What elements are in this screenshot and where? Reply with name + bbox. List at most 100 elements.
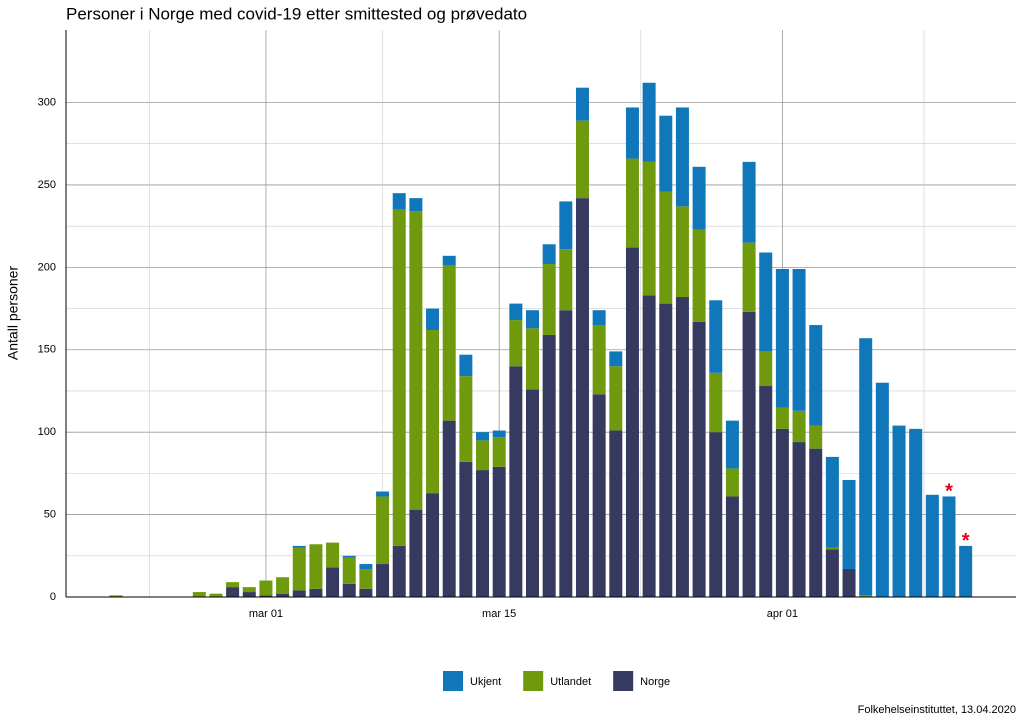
bar-segment xyxy=(559,310,573,597)
grid xyxy=(66,30,1016,598)
bar-segment xyxy=(459,376,473,462)
bar-segment xyxy=(575,87,589,121)
bar-segment xyxy=(359,588,373,597)
bar-segment xyxy=(259,595,273,597)
y-tick-label: 150 xyxy=(38,344,56,356)
bar-segment xyxy=(376,564,390,597)
bar-segment xyxy=(642,161,656,296)
bar-segment xyxy=(842,479,856,569)
bar-segment xyxy=(792,442,806,597)
bar-segment xyxy=(592,394,606,597)
bar-segment xyxy=(875,382,889,597)
bar-segment xyxy=(526,328,539,390)
bar-segment xyxy=(409,211,423,510)
bar-segment xyxy=(675,107,689,207)
x-tick-label: mar 01 xyxy=(249,608,283,620)
bar-segment xyxy=(542,334,556,597)
bar-segment xyxy=(809,448,823,597)
bar-segment xyxy=(442,265,456,421)
bar-segment xyxy=(409,198,423,212)
y-tick-label: 300 xyxy=(38,96,56,108)
legend-label: Norge xyxy=(640,676,670,688)
bar-segment xyxy=(859,338,873,596)
annotation: * xyxy=(962,530,970,552)
bar-segment xyxy=(326,567,340,597)
bar-segment xyxy=(609,430,623,597)
bar-segment xyxy=(376,491,390,497)
bar-segment xyxy=(559,201,573,250)
bar-segment xyxy=(209,593,223,597)
bar-segment xyxy=(309,588,323,597)
x-tick-label: apr 01 xyxy=(767,608,798,620)
bar-segment xyxy=(426,308,440,330)
bar-segment xyxy=(575,198,589,598)
y-tick-label: 200 xyxy=(38,261,56,273)
bar-segment xyxy=(575,120,589,199)
bar-segment xyxy=(542,244,556,265)
bar-segment xyxy=(792,268,806,411)
annotation: * xyxy=(945,481,953,503)
bar-segment xyxy=(476,432,490,441)
bar-segment xyxy=(725,496,739,597)
bar-segment xyxy=(609,351,623,367)
bar-segment xyxy=(326,542,340,568)
bar-segment xyxy=(759,386,773,597)
bar-segment xyxy=(476,440,490,471)
bar-segment xyxy=(742,161,756,243)
bar-segment xyxy=(592,310,606,326)
bar-segment xyxy=(292,590,306,597)
bar-segment xyxy=(592,325,606,395)
chart-title: Personer i Norge med covid-19 etter smit… xyxy=(66,4,527,23)
bar-segment xyxy=(276,593,290,597)
legend-label: Utlandet xyxy=(550,676,591,688)
bar-segment xyxy=(492,437,506,467)
bar-segment xyxy=(226,582,240,588)
bar-segment xyxy=(709,372,723,433)
y-axis-label: Antall personer xyxy=(5,266,21,361)
y-tick-label: 0 xyxy=(50,591,56,603)
labels: 0 50 100 150 200 250 300 mar 01 mar 15 apr 01 * * Uk… xyxy=(38,96,970,691)
bar-segment xyxy=(742,242,756,312)
bar-segment xyxy=(775,428,789,597)
bar-segment xyxy=(342,583,356,597)
bar-segment xyxy=(559,249,573,311)
bars xyxy=(109,82,973,598)
bar-segment xyxy=(909,428,923,597)
bar-segment xyxy=(709,300,723,373)
bar-segment xyxy=(925,494,939,597)
bar-segment xyxy=(625,247,639,597)
bar-segment xyxy=(675,206,689,298)
bar-segment xyxy=(426,329,440,494)
bar-segment xyxy=(692,166,706,230)
bar-segment xyxy=(809,425,823,449)
bar-segment xyxy=(292,547,306,591)
bar-segment xyxy=(409,509,423,597)
bar-segment xyxy=(109,595,123,597)
bar-segment xyxy=(825,549,839,597)
bar-segment xyxy=(825,456,839,548)
bar-segment xyxy=(809,325,823,426)
bar-segment xyxy=(392,545,406,597)
bar-segment xyxy=(259,580,273,596)
bar-segment xyxy=(692,321,706,597)
bar-segment xyxy=(276,577,290,594)
bar-segment xyxy=(476,470,490,597)
bar-segment xyxy=(309,544,323,589)
bar-segment xyxy=(842,568,856,597)
bar-segment xyxy=(675,297,689,597)
legend-swatch xyxy=(613,671,634,691)
bar-segment xyxy=(659,115,673,192)
bar-segment xyxy=(426,493,440,597)
bar-segment xyxy=(509,303,523,321)
bar-segment xyxy=(692,229,706,322)
y-tick-label: 100 xyxy=(38,426,56,438)
bar-segment xyxy=(859,595,873,597)
bar-segment xyxy=(625,107,639,159)
legend-swatch xyxy=(523,671,544,691)
bar-segment xyxy=(942,496,956,597)
bar-segment xyxy=(775,268,789,408)
bar-segment xyxy=(759,252,773,352)
bar-segment xyxy=(892,425,906,597)
bar-segment xyxy=(526,389,539,597)
